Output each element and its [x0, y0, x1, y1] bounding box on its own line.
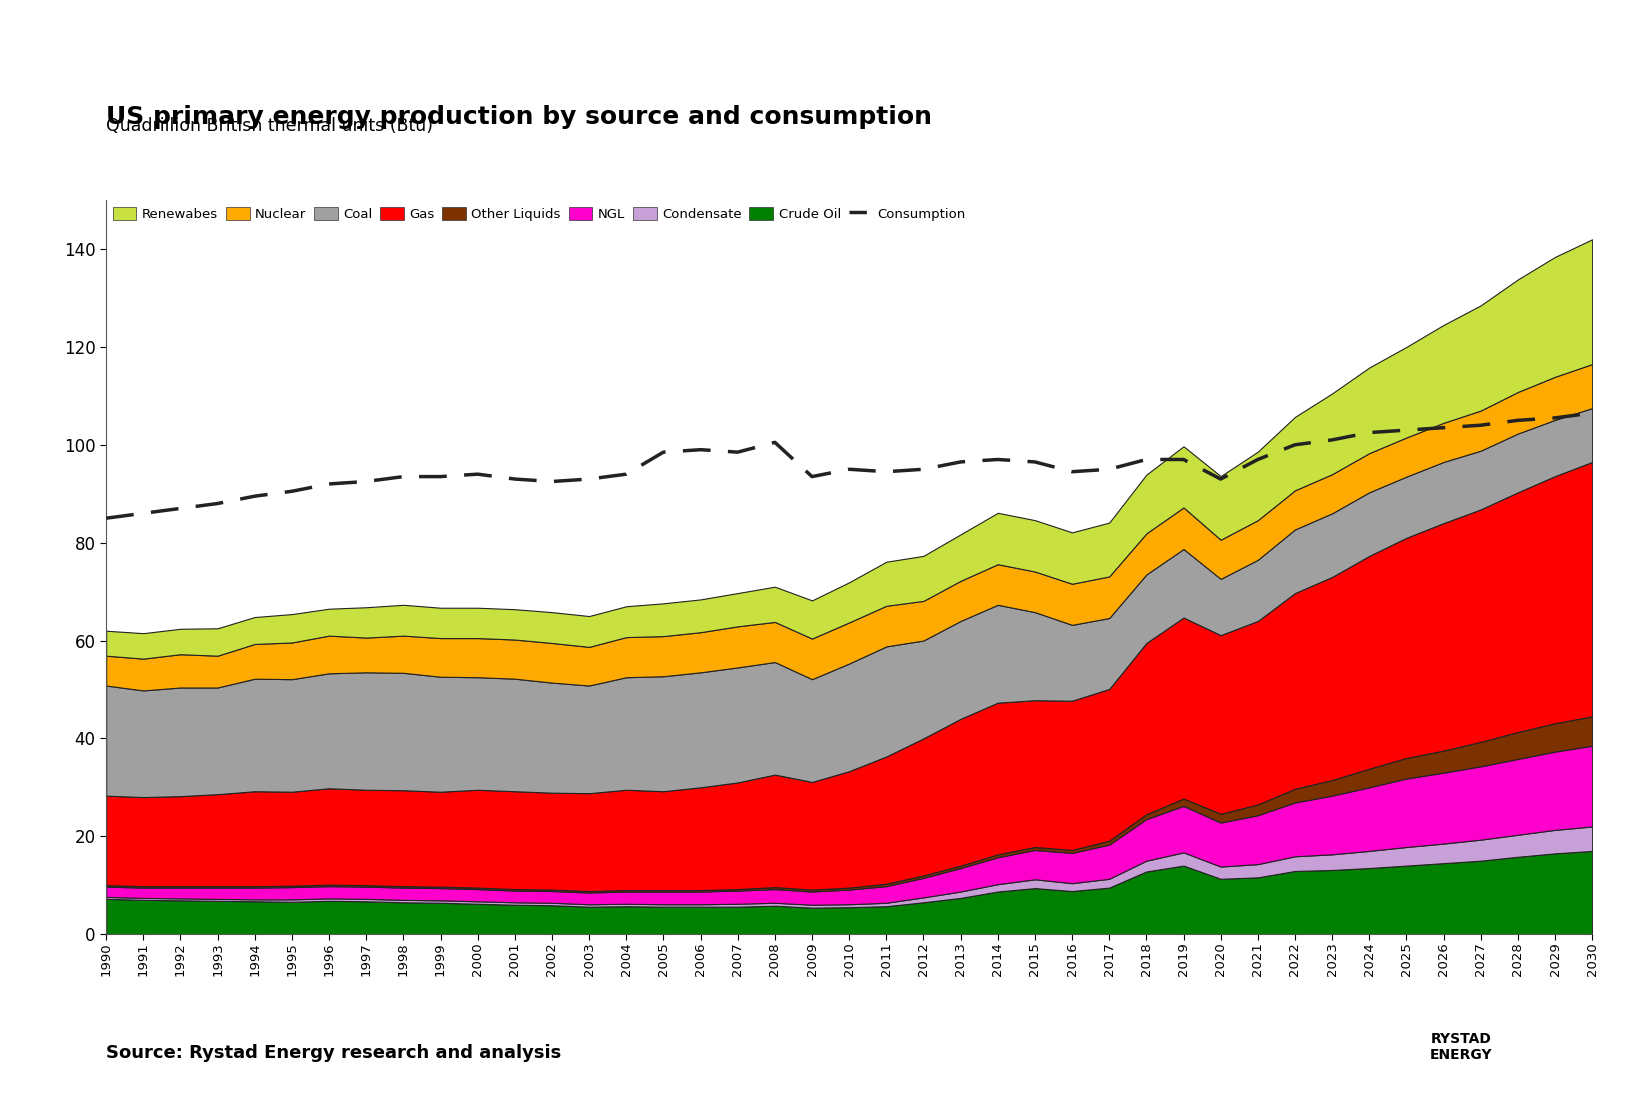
Text: US primary energy production by source and consumption: US primary energy production by source a… [106, 105, 932, 129]
Text: Source: Rystad Energy research and analysis: Source: Rystad Energy research and analy… [106, 1044, 561, 1062]
Text: RYSTAD
ENERGY: RYSTAD ENERGY [1430, 1032, 1492, 1062]
Legend: Renewabes, Nuclear, Coal, Gas, Other Liquids, NGL, Condensate, Crude Oil, Consum: Renewabes, Nuclear, Coal, Gas, Other Liq… [113, 207, 966, 221]
Text: Quadrillion British thermal units (Btu): Quadrillion British thermal units (Btu) [106, 117, 432, 135]
